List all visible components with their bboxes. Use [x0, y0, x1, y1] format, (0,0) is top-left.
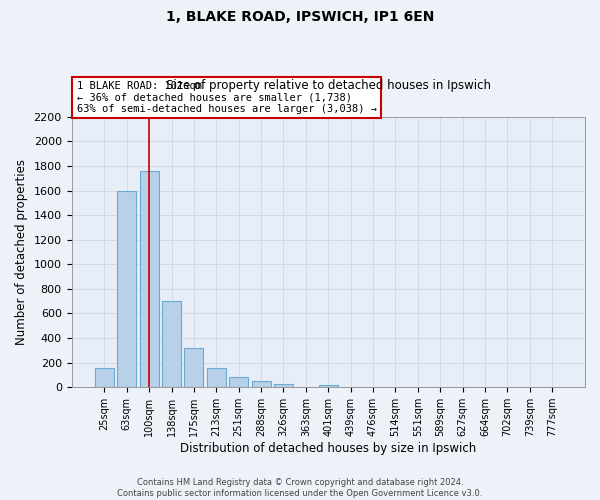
Y-axis label: Number of detached properties: Number of detached properties — [15, 159, 28, 345]
Bar — [274, 384, 293, 387]
Bar — [117, 191, 136, 387]
Bar — [95, 368, 114, 387]
Bar — [140, 172, 158, 387]
Bar — [162, 301, 181, 387]
X-axis label: Distribution of detached houses by size in Ipswich: Distribution of detached houses by size … — [180, 442, 476, 455]
Text: 1 BLAKE ROAD: 101sqm
← 36% of detached houses are smaller (1,738)
63% of semi-de: 1 BLAKE ROAD: 101sqm ← 36% of detached h… — [77, 81, 377, 114]
Bar — [229, 377, 248, 387]
Text: Contains HM Land Registry data © Crown copyright and database right 2024.
Contai: Contains HM Land Registry data © Crown c… — [118, 478, 482, 498]
Bar — [207, 368, 226, 387]
Title: Size of property relative to detached houses in Ipswich: Size of property relative to detached ho… — [166, 79, 491, 92]
Bar — [319, 385, 338, 387]
Bar — [251, 381, 271, 387]
Bar — [184, 348, 203, 387]
Text: 1, BLAKE ROAD, IPSWICH, IP1 6EN: 1, BLAKE ROAD, IPSWICH, IP1 6EN — [166, 10, 434, 24]
